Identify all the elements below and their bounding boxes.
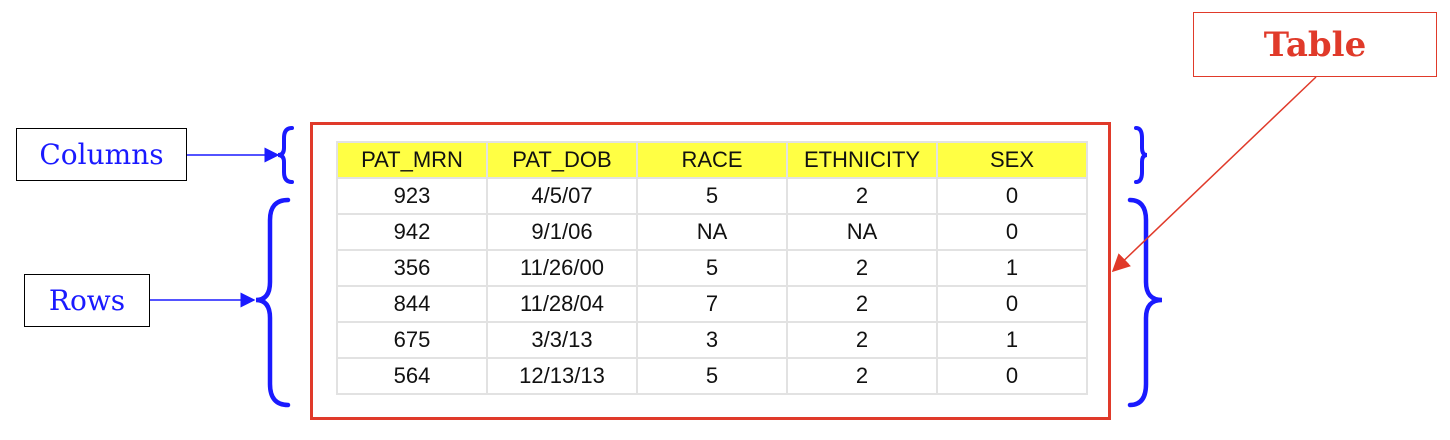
table-cell: NA	[786, 213, 938, 251]
column-header: PAT_DOB	[486, 141, 638, 179]
table-row: 564 12/13/13 5 2 0	[336, 357, 1088, 395]
table-cell: 0	[936, 357, 1088, 395]
table-cell: 7	[636, 285, 788, 323]
table-cell: 923	[336, 177, 488, 215]
columns-left-brace	[277, 126, 294, 184]
table-row: 675 3/3/13 3 2 1	[336, 321, 1088, 359]
columns-label: Columns	[16, 128, 187, 181]
table-cell: NA	[636, 213, 788, 251]
rows-right-brace	[1127, 197, 1163, 408]
data-table: PAT_MRN PAT_DOB RACE ETHNICITY SEX 923 4…	[336, 141, 1088, 395]
table-cell: 1	[936, 321, 1088, 359]
columns-right-brace	[1134, 126, 1148, 184]
table-cell: 2	[786, 249, 938, 287]
table-cell: 2	[786, 321, 938, 359]
table-cell: 844	[336, 285, 488, 323]
rows-left-brace	[255, 197, 291, 408]
table-cell: 1	[936, 249, 1088, 287]
table-cell: 5	[636, 177, 788, 215]
table-cell: 564	[336, 357, 488, 395]
table-cell: 3	[636, 321, 788, 359]
rows-label: Rows	[24, 274, 150, 327]
table-label: Table	[1193, 12, 1437, 77]
table-cell: 4/5/07	[486, 177, 638, 215]
table-cell: 3/3/13	[486, 321, 638, 359]
table-cell: 0	[936, 213, 1088, 251]
table-cell: 11/26/00	[486, 249, 638, 287]
column-header: ETHNICITY	[786, 141, 938, 179]
table-cell: 2	[786, 285, 938, 323]
table-cell: 2	[786, 357, 938, 395]
table-cell: 9/1/06	[486, 213, 638, 251]
table-cell: 675	[336, 321, 488, 359]
table-frame	[310, 122, 1111, 420]
column-header: RACE	[636, 141, 788, 179]
table-cell: 2	[786, 177, 938, 215]
table-cell: 0	[936, 285, 1088, 323]
table-row: 942 9/1/06 NA NA 0	[336, 213, 1088, 251]
table-row: 923 4/5/07 5 2 0	[336, 177, 1088, 215]
table-cell: 5	[636, 249, 788, 287]
table-row: 356 11/26/00 5 2 1	[336, 249, 1088, 287]
table-header-row: PAT_MRN PAT_DOB RACE ETHNICITY SEX	[336, 141, 1088, 179]
table-cell: 5	[636, 357, 788, 395]
table-cell: 0	[936, 177, 1088, 215]
table-row: 844 11/28/04 7 2 0	[336, 285, 1088, 323]
table-cell: 12/13/13	[486, 357, 638, 395]
table-cell: 942	[336, 213, 488, 251]
table-cell: 11/28/04	[486, 285, 638, 323]
table-cell: 356	[336, 249, 488, 287]
table-arrow	[1111, 76, 1317, 273]
column-header: PAT_MRN	[336, 141, 488, 179]
column-header: SEX	[936, 141, 1088, 179]
